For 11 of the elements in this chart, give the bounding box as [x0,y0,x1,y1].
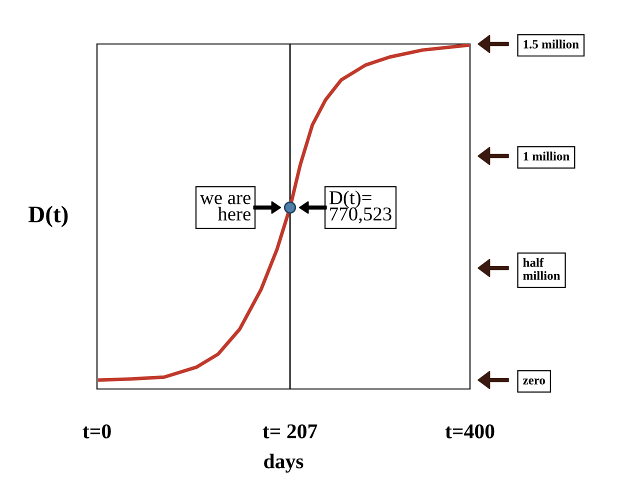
y-axis-title: D(t) [28,206,68,228]
x-axis-title: days [264,454,304,473]
y-tick-label: 1 million [524,152,570,160]
x-tick-label: t=0 [82,424,111,438]
annotation: we are here [200,194,250,221]
annotation: D(t)= 770,523 [329,190,392,224]
x-tick-label: t=400 [445,424,494,438]
y-tick-label: zero [523,378,545,384]
y-tick-label: 1.5 million [524,40,579,49]
y-tick-label: half million [523,258,560,280]
x-tick-label: t= 207 [262,424,318,438]
